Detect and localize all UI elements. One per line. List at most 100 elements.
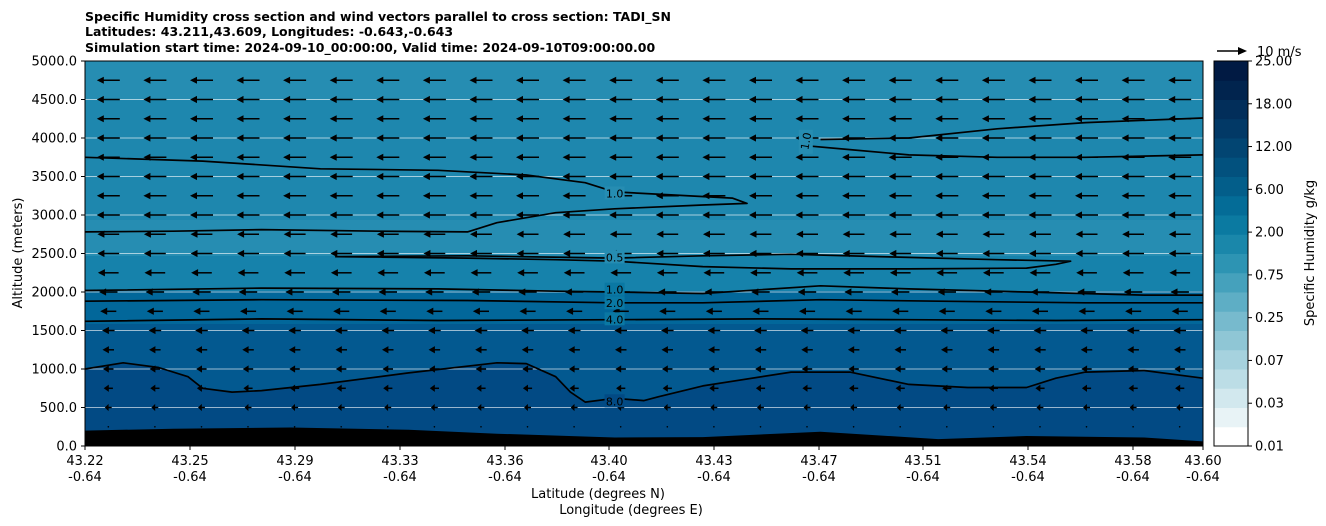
wind-vector — [376, 230, 399, 238]
wind-vector — [1085, 426, 1088, 428]
colorbar-tick-label: 12.00 — [1255, 140, 1292, 155]
wind-vector — [1121, 211, 1145, 219]
wind-vector — [795, 172, 819, 181]
wind-vector — [749, 172, 772, 181]
wind-vector — [655, 153, 679, 161]
wind-vector — [713, 426, 715, 428]
wind-vector — [236, 115, 260, 123]
wind-vector — [661, 346, 673, 354]
colorbar-ticks: 0.01 0.03 0.07 0.25 0.75 2.00 6.00 12.00 18.00 25… — [1248, 55, 1292, 455]
contour-line-2.0 — [85, 298, 1203, 304]
wind-vector — [562, 153, 586, 161]
wind-vector — [610, 269, 632, 277]
wind-vector — [1034, 365, 1046, 373]
wind-vector — [1081, 384, 1092, 392]
wind-vector — [563, 269, 585, 277]
x-tick-lon-label: -0.64 — [278, 470, 312, 485]
wind-vector — [247, 426, 249, 428]
wind-vector — [755, 365, 766, 373]
wind-vector — [806, 426, 808, 428]
contour-label: 4.0 — [604, 312, 625, 326]
wind-vector — [237, 269, 259, 277]
wind-vector — [1028, 134, 1052, 142]
wind-vector — [329, 153, 353, 161]
wind-vector — [433, 426, 436, 428]
wind-vector — [242, 365, 254, 373]
wind-vector — [702, 76, 726, 84]
wind-vector — [329, 115, 353, 123]
wind-vector — [103, 365, 114, 373]
wind-vector — [938, 307, 955, 315]
colorbar-segment — [1214, 215, 1248, 235]
wind-vector — [1075, 211, 1098, 219]
wind-vector — [517, 269, 538, 277]
wind-vector — [1028, 76, 1052, 84]
wind-vector — [96, 172, 120, 181]
wind-vector — [329, 95, 353, 104]
wind-vector — [893, 326, 907, 335]
wind-vector — [283, 76, 307, 84]
wind-vector — [1075, 115, 1098, 123]
wind-vector — [842, 249, 865, 258]
wind-vector — [935, 153, 959, 161]
wind-vector — [97, 269, 119, 277]
wind-vector — [702, 134, 726, 142]
colorbar-segment — [1214, 311, 1248, 331]
x-axis-label: Latitude (degrees N) — [531, 487, 665, 502]
wind-vector — [146, 307, 163, 315]
wind-vector — [190, 95, 213, 104]
wind-vector — [946, 426, 948, 428]
wind-vector — [981, 115, 1005, 123]
colorbar-tick-label: 0.03 — [1255, 397, 1284, 412]
wind-vector — [795, 192, 819, 200]
wind-vector — [143, 76, 167, 84]
wind-vector — [334, 326, 348, 335]
x-tick-lon-label: -0.64 — [697, 470, 731, 485]
wind-vector — [424, 269, 445, 277]
wind-vector — [383, 384, 393, 392]
wind-vector — [1035, 384, 1045, 392]
wind-vector — [981, 76, 1005, 84]
wind-vector — [655, 115, 679, 123]
wind-vector — [562, 95, 586, 104]
wind-vector — [888, 192, 912, 200]
wind-vector — [1029, 249, 1051, 258]
wind-vector — [981, 211, 1005, 219]
wind-vector — [981, 192, 1005, 200]
wind-vector — [562, 172, 586, 181]
wind-vector — [849, 384, 859, 392]
wind-vector — [983, 269, 1004, 277]
wind-vector — [1075, 153, 1098, 161]
wind-vector — [567, 326, 581, 335]
wind-vector — [987, 326, 1000, 335]
colorbar-segment — [1214, 292, 1248, 312]
wind-vector — [151, 403, 159, 412]
wind-vector — [469, 95, 493, 104]
y-tick-label: 500.0 — [40, 401, 77, 416]
wind-vector — [707, 326, 721, 335]
svg-text:1.0: 1.0 — [798, 131, 814, 150]
wind-vector — [144, 269, 166, 277]
wind-vector — [522, 365, 533, 373]
wind-vector — [842, 153, 866, 161]
wind-vector — [655, 192, 679, 200]
wind-vector — [655, 211, 679, 219]
wind-vector — [145, 288, 165, 296]
wind-vector — [609, 153, 633, 161]
wind-vector — [702, 192, 726, 200]
wind-vector — [1125, 307, 1142, 315]
wind-vector — [190, 211, 213, 219]
wind-vector — [888, 134, 912, 142]
wind-vector — [1168, 172, 1192, 181]
wind-vector — [329, 76, 353, 84]
contour-line-1.0 — [85, 284, 1203, 296]
x-tick-lon-label: -0.64 — [173, 470, 207, 485]
wind-vector — [940, 326, 954, 335]
wind-vector — [102, 326, 115, 335]
wind-vector — [704, 288, 724, 296]
wind-vector — [516, 172, 539, 181]
wind-vector — [708, 346, 720, 354]
wind-vector — [984, 288, 1003, 296]
wind-vector — [1028, 172, 1052, 181]
wind-vector — [148, 326, 162, 335]
